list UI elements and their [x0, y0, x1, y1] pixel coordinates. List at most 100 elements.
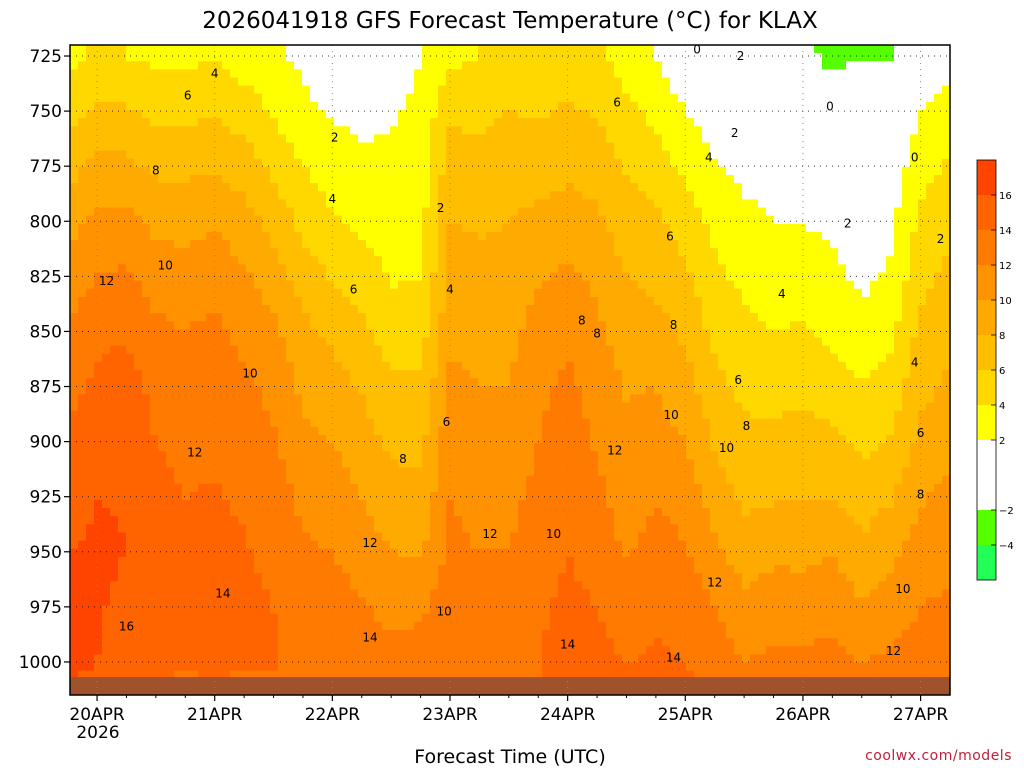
field-cell — [190, 630, 199, 639]
field-cell — [254, 491, 263, 501]
field-cell — [110, 183, 119, 192]
field-cell — [238, 654, 247, 664]
field-cell — [446, 548, 455, 558]
field-cell — [214, 435, 223, 444]
field-cell — [350, 183, 359, 192]
field-cell — [502, 443, 511, 452]
field-cell — [310, 231, 319, 241]
field-cell — [246, 483, 255, 493]
field-cell — [318, 646, 327, 655]
field-cell — [150, 118, 159, 127]
field-cell — [142, 85, 151, 95]
field-cell — [126, 670, 135, 680]
field-cell — [446, 508, 455, 517]
field-cell — [366, 630, 375, 639]
field-cell — [382, 199, 391, 209]
field-cell — [558, 597, 567, 607]
field-cell — [158, 361, 167, 371]
field-cell — [342, 402, 351, 412]
field-cell — [78, 597, 87, 607]
field-cell — [510, 621, 519, 631]
field-cell — [126, 589, 135, 599]
field-cell — [534, 646, 543, 655]
field-cell — [262, 459, 271, 469]
field-cell — [102, 605, 111, 615]
field-cell — [190, 670, 199, 680]
field-cell — [142, 605, 151, 615]
field-cell — [78, 378, 87, 387]
field-cell — [558, 361, 567, 371]
field-cell — [382, 118, 391, 127]
field-cell — [478, 418, 487, 428]
field-cell — [454, 296, 463, 306]
field-cell — [318, 296, 327, 306]
field-cell — [470, 370, 479, 379]
field-cell — [302, 516, 311, 525]
field-cell — [294, 110, 303, 119]
field-cell — [134, 573, 143, 582]
field-cell — [110, 524, 119, 534]
field-cell — [558, 516, 567, 525]
field-cell — [246, 166, 255, 176]
field-cell — [86, 321, 95, 330]
field-cell — [166, 118, 175, 127]
field-cell — [118, 402, 127, 412]
field-cell — [182, 565, 191, 574]
field-cell — [366, 101, 375, 111]
field-cell — [366, 142, 375, 152]
field-cell — [486, 264, 495, 274]
field-cell — [414, 621, 423, 631]
field-cell — [166, 53, 175, 62]
field-cell — [422, 110, 431, 119]
field-cell — [70, 337, 79, 347]
field-cell — [150, 459, 159, 469]
field-cell — [470, 548, 479, 558]
field-cell — [390, 605, 399, 615]
field-cell — [390, 183, 399, 192]
field-cell — [374, 313, 383, 322]
field-cell — [558, 183, 567, 192]
field-cell — [302, 272, 311, 282]
field-cell — [182, 670, 191, 680]
field-cell — [342, 500, 351, 509]
field-cell — [86, 280, 95, 290]
field-cell — [174, 329, 183, 339]
field-cell — [446, 516, 455, 525]
field-cell — [310, 654, 319, 664]
field-cell — [158, 264, 167, 274]
field-cell — [486, 296, 495, 306]
field-cell — [550, 215, 559, 225]
field-cell — [134, 370, 143, 379]
field-cell — [262, 85, 271, 95]
field-cell — [326, 565, 335, 574]
field-cell — [158, 670, 167, 680]
field-cell — [318, 272, 327, 282]
field-cell — [350, 61, 359, 70]
field-cell — [478, 240, 487, 249]
field-cell — [534, 670, 543, 680]
field-cell — [390, 483, 399, 493]
field-cell — [150, 272, 159, 282]
field-cell — [542, 548, 551, 558]
field-cell — [198, 500, 207, 509]
field-cell — [222, 166, 231, 176]
field-cell — [390, 597, 399, 607]
field-cell — [134, 378, 143, 387]
field-cell — [238, 93, 247, 103]
field-cell — [398, 353, 407, 363]
field-cell — [462, 426, 471, 436]
field-cell — [542, 475, 551, 485]
field-cell — [134, 435, 143, 444]
field-cell — [374, 638, 383, 647]
field-cell — [558, 500, 567, 509]
field-cell — [86, 581, 95, 590]
field-cell — [270, 581, 279, 590]
field-cell — [510, 118, 519, 127]
field-cell — [246, 621, 255, 631]
field-cell — [94, 573, 103, 582]
field-cell — [438, 158, 447, 168]
field-cell — [294, 548, 303, 558]
field-cell — [302, 370, 311, 379]
field-cell — [102, 597, 111, 607]
field-cell — [222, 378, 231, 387]
